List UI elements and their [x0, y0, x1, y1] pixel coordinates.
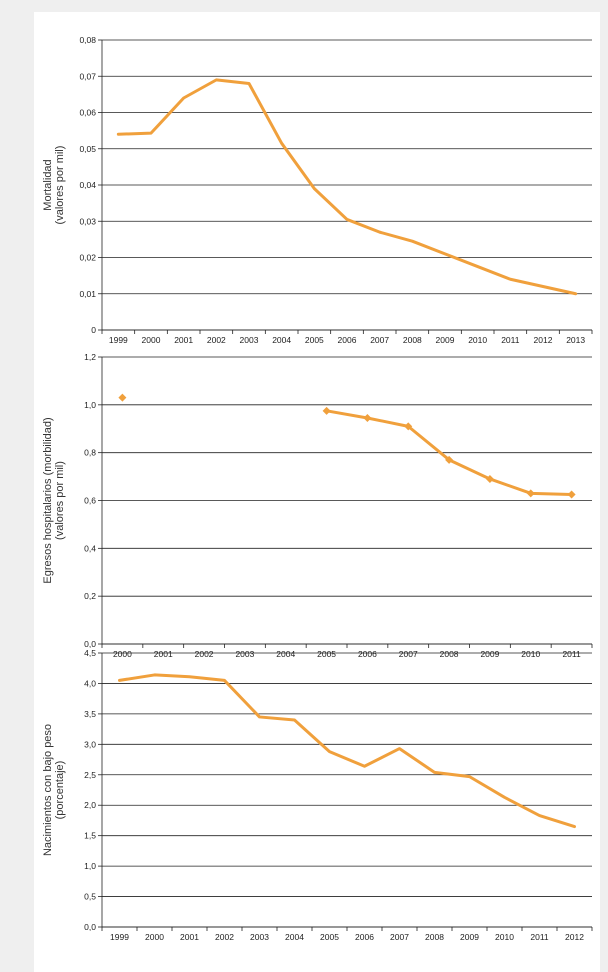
- y-axis-label: Mortalidad: [42, 159, 54, 210]
- y-tick-label: 0,8: [84, 448, 96, 458]
- y-tick-label: 0,0: [84, 922, 96, 932]
- x-tick-label: 2001: [154, 649, 173, 659]
- x-tick-label: 2009: [460, 932, 479, 942]
- x-tick-label: 2008: [440, 649, 459, 659]
- x-tick-label: 2010: [521, 649, 540, 659]
- y-tick-label: 0,2: [84, 591, 96, 601]
- series-line: [118, 673, 576, 829]
- y-axis-label: (valores por mil): [54, 461, 66, 540]
- x-tick-label: 2012: [534, 335, 553, 345]
- x-tick-label: 2007: [399, 649, 418, 659]
- y-axis-label: Nacimientos con bajo peso: [42, 724, 54, 856]
- x-tick-label: 2010: [495, 932, 514, 942]
- y-tick-label: 0,06: [79, 108, 96, 118]
- y-axis-label: Egresos hospitalarios (morbilidad): [42, 417, 54, 583]
- x-tick-label: 2007: [390, 932, 409, 942]
- data-point: [404, 422, 413, 431]
- y-tick-label: 1,0: [84, 861, 96, 871]
- y-tick-label: 0,5: [84, 892, 96, 902]
- data-point: [322, 406, 331, 415]
- x-tick-label: 2008: [403, 335, 422, 345]
- x-tick-label: 2009: [480, 649, 499, 659]
- x-tick-label: 2003: [250, 932, 269, 942]
- x-tick-label: 2011: [501, 335, 520, 345]
- y-tick-label: 2,0: [84, 800, 96, 810]
- x-tick-label: 2002: [215, 932, 234, 942]
- y-tick-label: 0,6: [84, 496, 96, 506]
- y-tick-label: 1,0: [84, 400, 96, 410]
- x-tick-label: 2002: [207, 335, 226, 345]
- x-tick-label: 2003: [240, 335, 259, 345]
- x-tick-label: 2003: [235, 649, 254, 659]
- y-tick-label: 2,5: [84, 770, 96, 780]
- x-tick-label: 1999: [109, 335, 128, 345]
- y-tick-label: 0,04: [79, 180, 96, 190]
- y-tick-label: 1,2: [84, 352, 96, 362]
- y-axis-label: (valores por mil): [54, 146, 66, 225]
- y-tick-label: 0: [91, 325, 96, 335]
- y-tick-label: 0,07: [79, 71, 96, 81]
- x-tick-label: 2005: [320, 932, 339, 942]
- x-tick-label: 2011: [530, 932, 549, 942]
- y-tick-label: 0,05: [79, 144, 96, 154]
- x-tick-label: 2004: [285, 932, 304, 942]
- x-tick-label: 2005: [305, 335, 324, 345]
- y-tick-label: 0,02: [79, 253, 96, 263]
- x-tick-label: 2007: [370, 335, 389, 345]
- y-tick-label: 1,5: [84, 831, 96, 841]
- x-tick-label: 2005: [317, 649, 336, 659]
- x-tick-label: 2010: [468, 335, 487, 345]
- y-tick-label: 3,0: [84, 739, 96, 749]
- data-point: [526, 489, 535, 498]
- y-tick-label: 0,4: [84, 543, 96, 553]
- x-tick-label: 2009: [436, 335, 455, 345]
- x-tick-label: 2008: [425, 932, 444, 942]
- x-tick-label: 2001: [174, 335, 193, 345]
- x-tick-label: 2006: [358, 649, 377, 659]
- x-tick-label: 2000: [113, 649, 132, 659]
- x-tick-label: 1999: [110, 932, 129, 942]
- y-tick-label: 0,08: [79, 35, 96, 45]
- x-tick-label: 2004: [272, 335, 291, 345]
- data-point: [567, 490, 576, 499]
- x-tick-label: 2006: [355, 932, 374, 942]
- data-point: [445, 455, 454, 464]
- y-tick-label: 0,01: [79, 289, 96, 299]
- x-tick-label: 2002: [195, 649, 214, 659]
- y-tick-label: 4,0: [84, 678, 96, 688]
- y-tick-label: 0,0: [84, 639, 96, 649]
- x-tick-label: 2006: [338, 335, 357, 345]
- x-tick-label: 2012: [565, 932, 584, 942]
- data-point: [118, 393, 127, 402]
- x-tick-label: 2001: [180, 932, 199, 942]
- y-axis-label: (porcentaje): [54, 761, 66, 820]
- y-tick-label: 4,5: [84, 648, 96, 658]
- x-tick-label: 2000: [142, 335, 161, 345]
- charts-panel: [34, 12, 600, 972]
- x-tick-label: 2004: [276, 649, 295, 659]
- data-point: [363, 413, 372, 422]
- y-tick-label: 3,5: [84, 709, 96, 719]
- series-line: [116, 78, 578, 296]
- x-tick-label: 2000: [145, 932, 164, 942]
- data-point: [485, 474, 494, 483]
- y-tick-label: 0,03: [79, 216, 96, 226]
- x-tick-label: 2011: [562, 649, 581, 659]
- x-tick-label: 2013: [566, 335, 585, 345]
